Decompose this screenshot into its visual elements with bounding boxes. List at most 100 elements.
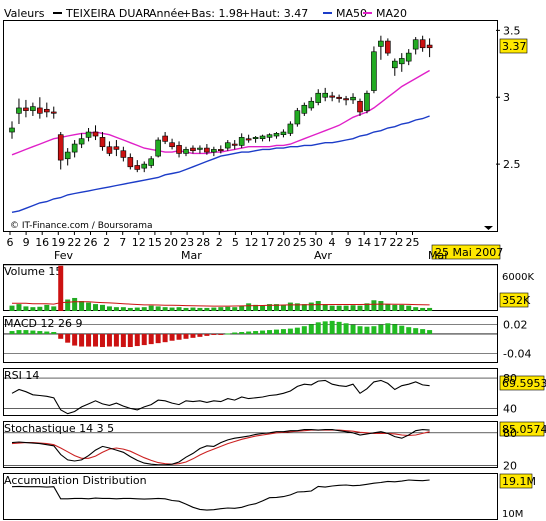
candle-body bbox=[78, 138, 85, 145]
ma50-legend-swatch bbox=[323, 12, 332, 14]
macd-bar bbox=[225, 333, 231, 335]
watermark: © IT-Finance.com / Boursorama bbox=[10, 221, 152, 231]
volume-bar bbox=[329, 305, 335, 311]
date-box: 25 Mai 2007 bbox=[431, 244, 503, 260]
candle-body bbox=[16, 107, 22, 114]
scroll-arrow-icon bbox=[484, 226, 493, 230]
candle-body bbox=[245, 138, 252, 141]
ad-axis-tick: 10M bbox=[502, 509, 523, 520]
x-tick-label: 5 bbox=[232, 236, 239, 249]
macd-bar bbox=[260, 330, 266, 334]
macd-bar bbox=[385, 323, 391, 334]
volume-axis-tick: 6000K bbox=[502, 272, 534, 283]
volume-bar bbox=[357, 305, 363, 311]
candle-body bbox=[23, 107, 29, 111]
volume-bar bbox=[392, 304, 398, 311]
candle-body bbox=[266, 134, 273, 138]
macd-bar bbox=[127, 333, 133, 348]
volume-bar bbox=[93, 304, 99, 311]
macd-bar bbox=[197, 333, 203, 337]
volume-bar bbox=[413, 307, 419, 311]
candle-body bbox=[329, 95, 335, 98]
volume-bar bbox=[239, 305, 245, 311]
macd-bar bbox=[294, 327, 300, 334]
volume-bar bbox=[72, 297, 78, 311]
x-tick-label: 25 bbox=[406, 236, 420, 249]
macd-bar bbox=[239, 332, 245, 334]
macd-bar bbox=[106, 333, 112, 347]
volume-panel-label: Volume 15 bbox=[4, 265, 62, 278]
macd-bar bbox=[378, 324, 384, 334]
x-tick-label: 15 bbox=[148, 236, 162, 249]
x-tick-label: 20 bbox=[277, 236, 291, 249]
x-tick-label: 20 bbox=[164, 236, 178, 249]
volume-bar bbox=[420, 307, 426, 311]
volume-bar bbox=[301, 304, 307, 311]
macd-bar bbox=[190, 333, 196, 338]
candle-body bbox=[176, 145, 182, 154]
macd-bar bbox=[253, 331, 259, 334]
macd-bar bbox=[322, 321, 328, 334]
ma50-line bbox=[11, 115, 430, 213]
volume-bar bbox=[58, 265, 64, 311]
macd-panel-label: MACD 12 26 9 bbox=[4, 317, 82, 330]
volume-bar bbox=[211, 307, 217, 311]
candle-body bbox=[64, 151, 71, 160]
candle-body bbox=[364, 92, 370, 111]
x-tick-label: 12 bbox=[132, 236, 146, 249]
volume-bar bbox=[113, 307, 119, 311]
volume-bar bbox=[169, 307, 175, 311]
macd-bar bbox=[37, 331, 43, 334]
stochastic-y-tick-label: 20 bbox=[503, 459, 517, 472]
macd-bar bbox=[162, 333, 168, 343]
macd-bar bbox=[399, 325, 405, 334]
volume-bar bbox=[134, 307, 140, 311]
macd-bar bbox=[183, 333, 189, 339]
rsi-line bbox=[11, 379, 430, 415]
volume-bar bbox=[364, 303, 370, 311]
macd-bar bbox=[343, 323, 349, 334]
x-tick-label: 17 bbox=[373, 236, 387, 249]
volume-bar bbox=[336, 305, 342, 311]
volume-bar bbox=[148, 305, 154, 311]
month-label: Fev bbox=[54, 249, 73, 262]
svg-text:3.37: 3.37 bbox=[502, 40, 527, 53]
volume-bar bbox=[162, 307, 168, 311]
month-label: Mar bbox=[181, 249, 202, 262]
ad-value-box: 19.1M bbox=[499, 473, 536, 489]
svg-text:19.1M: 19.1M bbox=[502, 475, 536, 488]
stock-name: TEIXEIRA DUAR bbox=[65, 7, 151, 20]
candle-body bbox=[127, 157, 134, 168]
ad-line bbox=[11, 479, 430, 511]
macd-bar bbox=[44, 331, 50, 334]
macd-bar bbox=[273, 329, 279, 334]
candle-body bbox=[343, 98, 349, 101]
macd-bar bbox=[113, 333, 119, 347]
macd-bar bbox=[357, 326, 363, 334]
candle-body bbox=[357, 100, 363, 113]
x-tick-label: 4 bbox=[329, 236, 336, 249]
x-tick-label: 23 bbox=[180, 236, 194, 249]
candle-body bbox=[398, 58, 405, 65]
x-tick-label: 9 bbox=[23, 236, 30, 249]
x-tick-label: 30 bbox=[309, 236, 323, 249]
macd-bar bbox=[392, 324, 398, 334]
macd-bar bbox=[406, 327, 412, 334]
stochastic-panel-label: Stochastique 14 3 5 bbox=[4, 422, 114, 435]
svg-text:352K: 352K bbox=[502, 294, 531, 307]
ma50-legend-label: MA50 bbox=[336, 7, 367, 20]
x-tick-label: 22 bbox=[389, 236, 403, 249]
macd-y-tick-label: 0.02 bbox=[503, 318, 528, 331]
candle-body bbox=[148, 158, 154, 166]
chart-marks: 6 9 16 19 22 26 2 7 12 15 20 23 28 2 5 12 17 20 25 30 4 9 14 17… bbox=[4, 24, 531, 511]
volume-bar bbox=[260, 305, 266, 311]
macd-bar bbox=[211, 333, 217, 335]
candle-body bbox=[405, 52, 412, 62]
x-tick-label: 19 bbox=[51, 236, 65, 249]
candle-body bbox=[231, 143, 238, 146]
volume-bar bbox=[287, 302, 293, 311]
macd-bar bbox=[427, 330, 433, 334]
macd-bar bbox=[120, 333, 126, 348]
x-tick-label: 2 bbox=[216, 236, 223, 249]
volume-bar bbox=[232, 307, 238, 311]
